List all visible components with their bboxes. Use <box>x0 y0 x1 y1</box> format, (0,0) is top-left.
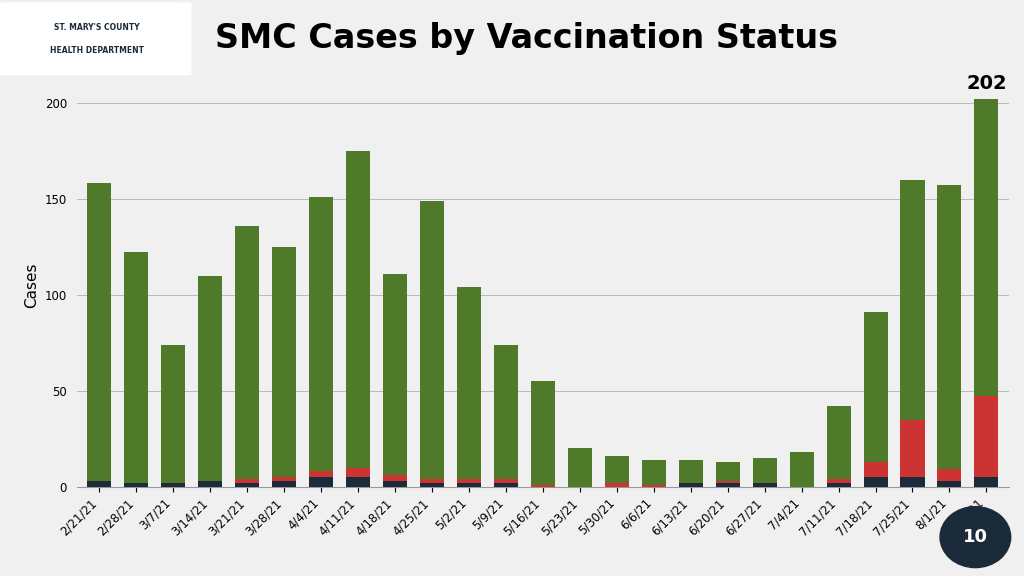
Bar <box>975 99 998 396</box>
Text: HEALTH DEPARTMENT: HEALTH DEPARTMENT <box>50 46 144 55</box>
Bar <box>790 452 814 487</box>
Bar <box>679 460 702 483</box>
Bar <box>826 483 851 487</box>
Bar <box>937 481 962 487</box>
Bar <box>975 396 998 477</box>
Circle shape <box>940 507 1011 567</box>
Bar <box>567 448 592 487</box>
Bar <box>234 483 259 487</box>
Bar <box>826 479 851 483</box>
Bar <box>234 226 259 479</box>
Bar <box>642 460 666 485</box>
Bar <box>494 344 518 479</box>
Bar <box>383 475 407 481</box>
Bar <box>863 462 888 477</box>
Bar <box>309 471 333 477</box>
Bar <box>234 479 259 483</box>
Bar <box>716 483 739 487</box>
Bar <box>124 252 148 483</box>
Bar <box>604 456 629 483</box>
Bar <box>642 485 666 487</box>
Bar <box>975 477 998 487</box>
Bar <box>604 483 629 487</box>
Bar <box>383 481 407 487</box>
Bar <box>87 481 111 487</box>
Bar <box>309 197 333 471</box>
Bar <box>271 481 296 487</box>
Bar <box>530 485 555 487</box>
Bar <box>900 180 925 419</box>
Bar <box>457 287 481 479</box>
Bar <box>161 483 185 487</box>
Bar <box>198 275 222 481</box>
Bar <box>198 481 222 487</box>
Y-axis label: Cases: Cases <box>25 263 39 308</box>
Bar <box>346 468 370 477</box>
Text: 10: 10 <box>963 528 988 546</box>
Bar <box>420 483 443 487</box>
Text: ST. MARY'S COUNTY: ST. MARY'S COUNTY <box>54 22 140 32</box>
Bar <box>900 477 925 487</box>
Bar <box>530 381 555 485</box>
Bar <box>309 477 333 487</box>
Text: SMC Cases by Vaccination Status: SMC Cases by Vaccination Status <box>215 22 838 55</box>
Bar <box>346 151 370 468</box>
Bar <box>494 479 518 483</box>
Bar <box>826 406 851 479</box>
Bar <box>383 274 407 475</box>
Bar <box>420 479 443 483</box>
Bar <box>87 183 111 481</box>
Bar <box>753 458 776 483</box>
Text: 202: 202 <box>966 74 1007 93</box>
Bar <box>346 477 370 487</box>
Bar <box>937 469 962 481</box>
Bar <box>457 479 481 483</box>
Bar <box>937 185 962 469</box>
Bar <box>457 483 481 487</box>
Bar <box>716 481 739 483</box>
Bar <box>716 462 739 481</box>
Bar <box>494 483 518 487</box>
Bar <box>124 483 148 487</box>
Bar <box>420 200 443 479</box>
Bar <box>271 247 296 477</box>
FancyBboxPatch shape <box>0 2 191 75</box>
Bar <box>679 483 702 487</box>
Bar <box>753 483 776 487</box>
Bar <box>863 312 888 462</box>
Bar <box>863 477 888 487</box>
Bar <box>900 419 925 477</box>
Bar <box>161 344 185 483</box>
Bar <box>271 477 296 481</box>
